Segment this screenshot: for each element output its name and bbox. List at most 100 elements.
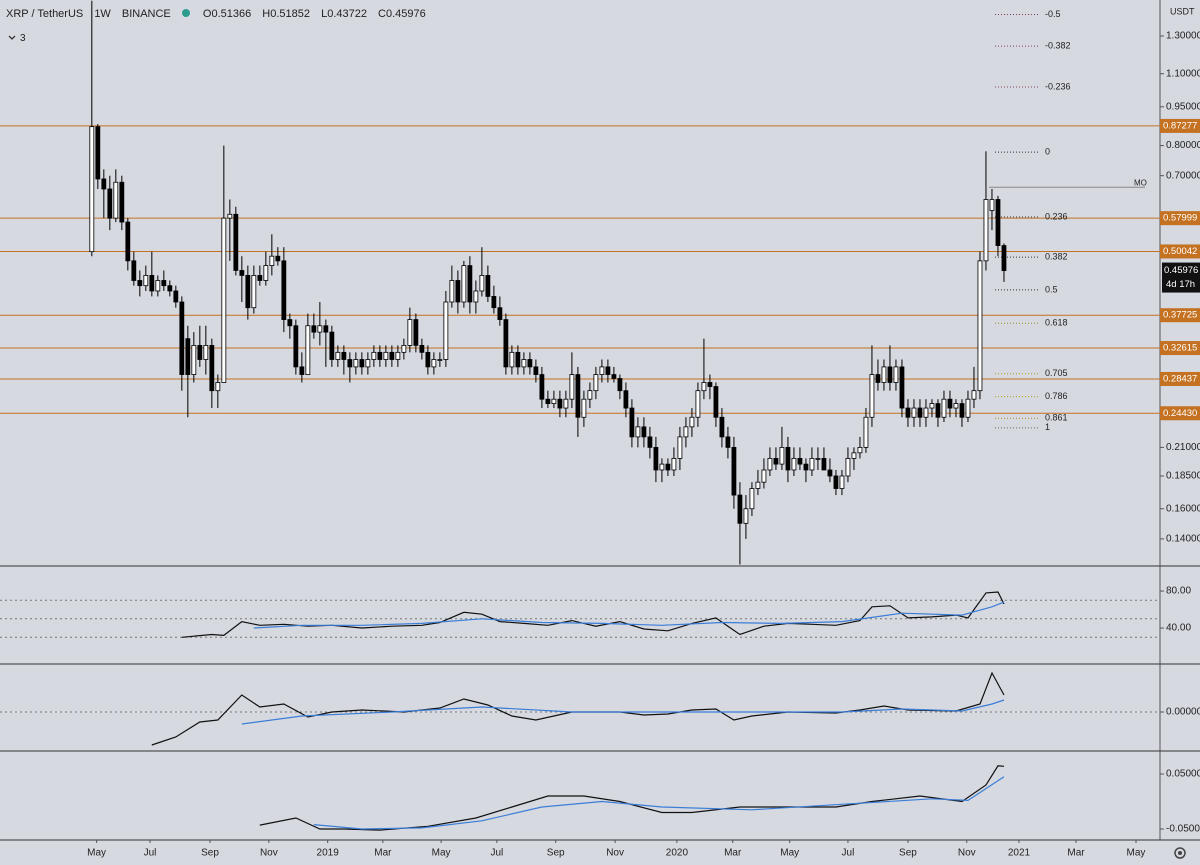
y-tick-label: 0.80000	[1166, 140, 1200, 151]
x-tick-label: Nov	[606, 848, 624, 859]
legend-header: XRP / TetherUS 1W BINANCE O0.51366 H0.51…	[6, 8, 434, 20]
candle-body	[695, 390, 701, 418]
level-price-box	[1160, 406, 1200, 421]
fib-label: 0.705	[1045, 368, 1068, 378]
y-tick-label: 0.14000	[1166, 534, 1200, 545]
settings-icon[interactable]	[1174, 847, 1186, 859]
candle-body	[137, 280, 143, 287]
y-tick-label: 80.00	[1166, 586, 1191, 597]
candle-body	[707, 382, 713, 387]
fib-label: 0.236	[1045, 211, 1068, 221]
x-tick-label: Nov	[958, 848, 976, 859]
x-tick-label: Sep	[547, 848, 565, 859]
candle-body	[287, 319, 293, 327]
candle-body	[725, 436, 731, 448]
candle-body	[533, 366, 539, 375]
level-price-box	[1160, 244, 1200, 259]
candle-body	[413, 319, 419, 346]
candle-body	[209, 344, 215, 392]
indicator-line	[181, 591, 1005, 638]
y-tick-label: 0.70000	[1166, 170, 1200, 181]
candle-body	[755, 481, 761, 489]
last-price-box	[1162, 262, 1200, 293]
y-tick-label: 0.21000	[1166, 442, 1200, 453]
x-tick-label: Mar	[374, 848, 392, 859]
candle-body	[659, 463, 665, 471]
candle-body	[503, 319, 509, 368]
interval[interactable]: 1W	[94, 8, 111, 20]
candle-body	[461, 265, 467, 303]
chevron-icon	[8, 35, 16, 40]
candle-body	[497, 307, 503, 320]
candle-body	[617, 378, 623, 392]
candle-body	[299, 366, 305, 375]
candle-body	[917, 407, 923, 418]
candle-body	[149, 275, 155, 292]
candle-body	[797, 457, 803, 465]
fib-label: 0.5	[1045, 284, 1058, 294]
indicator-line	[259, 765, 1005, 831]
y-tick-label: 40.00	[1166, 623, 1191, 634]
candle-body	[929, 403, 935, 409]
candle-body	[833, 475, 839, 489]
candle-body	[185, 338, 191, 375]
candle-body	[821, 457, 827, 471]
symbol[interactable]: XRP / TetherUS	[6, 8, 84, 20]
candle-body	[599, 366, 605, 375]
candle-body	[191, 344, 197, 375]
candle-body	[473, 290, 479, 303]
ohlc-value: 0.51852	[270, 8, 311, 20]
candle-body	[749, 488, 755, 510]
candle-body	[281, 260, 287, 320]
candle-body	[377, 351, 383, 360]
candle-body	[431, 359, 437, 368]
candle-body	[389, 351, 395, 360]
level-price-label: 0.57999	[1163, 213, 1197, 224]
candle-body	[857, 446, 863, 454]
fib-label: 0	[1045, 147, 1050, 157]
candle-body	[491, 296, 497, 309]
candle-body	[773, 457, 779, 465]
level-price-label: 0.24430	[1163, 408, 1197, 419]
candle-body	[167, 285, 173, 292]
candle-body	[785, 446, 791, 471]
candle-body	[527, 359, 533, 368]
level-price-box	[1160, 118, 1200, 133]
ohlc-close: C0.45976	[378, 8, 426, 20]
candle-body	[977, 260, 983, 392]
candle-body	[197, 344, 203, 360]
candle-body	[563, 398, 569, 409]
x-tick-label: May	[1127, 848, 1146, 859]
indicator-toggle[interactable]: 3	[8, 33, 26, 44]
candle-body	[761, 469, 767, 483]
candle-body	[329, 331, 335, 360]
fib-label: 1	[1045, 422, 1050, 432]
fib-label: 0.618	[1045, 318, 1068, 328]
candle-body	[515, 351, 521, 368]
ohlc-value: 0.45976	[385, 8, 426, 20]
candle-body	[245, 275, 251, 309]
candle-body	[893, 366, 899, 383]
candle-body	[365, 359, 371, 368]
ohlc-label: O	[202, 8, 212, 20]
candle-body	[95, 126, 101, 180]
level-price-label: 0.37725	[1163, 310, 1197, 321]
candle-body	[905, 407, 911, 418]
x-tick-label: May	[87, 848, 106, 859]
level-price-box	[1160, 371, 1200, 386]
x-tick-label: May	[780, 848, 799, 859]
candle-body	[293, 325, 299, 368]
candle-body	[173, 290, 179, 303]
candle-body	[479, 275, 485, 292]
candle-body	[791, 457, 797, 471]
status-dot	[181, 9, 190, 17]
candle-body	[623, 390, 629, 409]
candle-body	[89, 126, 95, 253]
candle-body	[677, 436, 683, 459]
candle-body	[635, 426, 641, 438]
candle-body	[239, 270, 245, 276]
countdown-label: 4d 17h	[1166, 279, 1195, 290]
candle-body	[311, 325, 317, 333]
candle-body	[875, 374, 881, 383]
